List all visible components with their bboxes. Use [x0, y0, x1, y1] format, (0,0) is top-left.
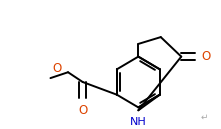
Text: ↵: ↵ [201, 113, 208, 122]
Text: O: O [78, 104, 87, 117]
Text: O: O [52, 62, 61, 75]
Text: O: O [202, 50, 211, 63]
Text: NH: NH [130, 117, 147, 127]
